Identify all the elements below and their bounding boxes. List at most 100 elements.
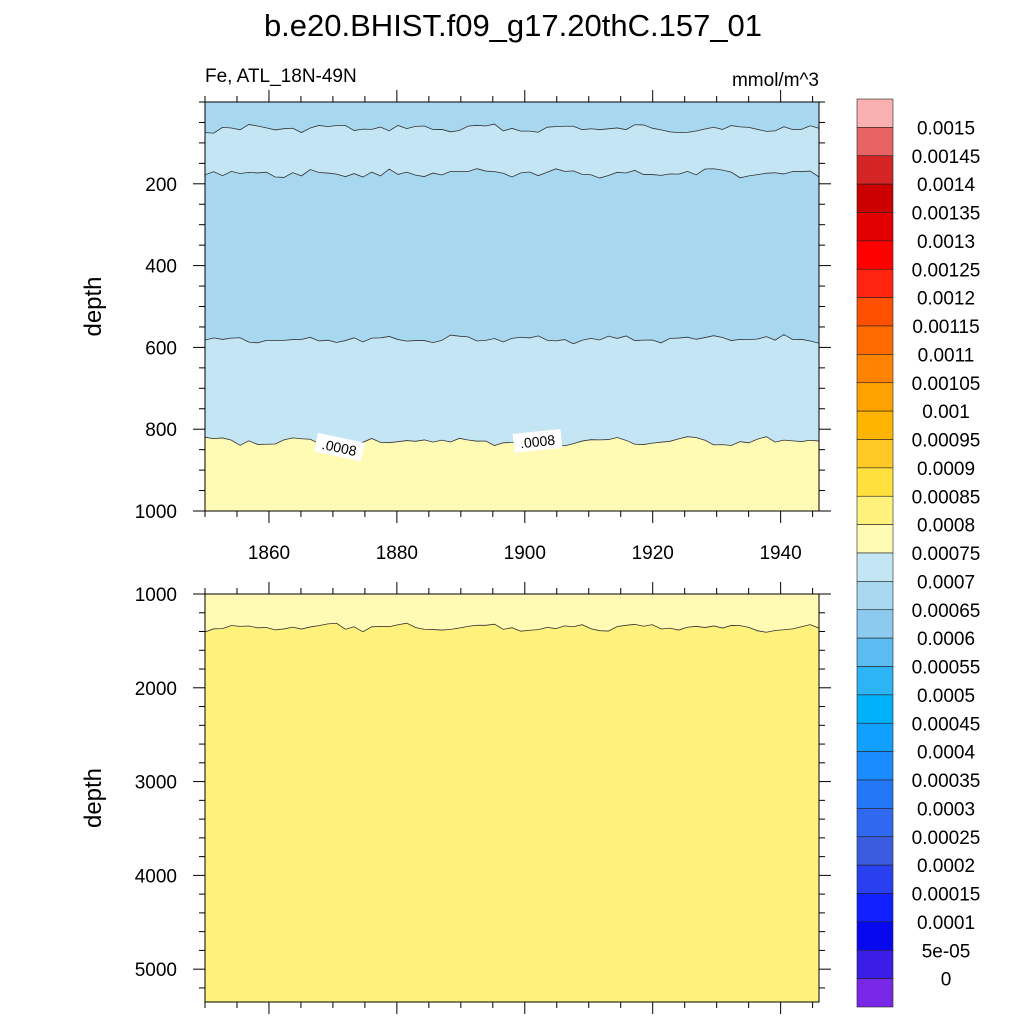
colorbar-swatch: [856, 410, 894, 440]
colorbar-label: 0.0002: [917, 856, 975, 877]
colorbar-label: 0.0001: [917, 913, 975, 934]
colorbar-swatch: [856, 297, 894, 327]
y-tick-label: 4000: [135, 866, 177, 887]
contour-line: [205, 168, 819, 179]
colorbar-label: 0.00055: [912, 658, 981, 679]
colorbar-swatch: [856, 183, 894, 213]
y-axis-label: depth: [80, 276, 107, 336]
band-0.0008: [205, 436, 819, 511]
contour-label: .0008: [512, 429, 563, 453]
colorbar-swatch: [856, 524, 894, 554]
colorbar-swatch: [856, 694, 894, 724]
x-tick-label: 1880: [376, 543, 418, 564]
colorbar-label: 0.00125: [912, 260, 981, 281]
colorbar-swatch: [856, 893, 894, 923]
colorbar-swatch: [856, 637, 894, 667]
contour-line: [205, 622, 819, 633]
svg-text:.0008: .0008: [321, 436, 359, 459]
svg-text:.0008: .0008: [519, 432, 556, 452]
colorbar-swatch: [856, 212, 894, 242]
colorbar: 0.0015 0.00145 0.0014 0.00135 0.0013 0.00125 0…: [856, 98, 981, 1008]
colorbar-label: 0.00065: [912, 601, 981, 622]
colorbar-label: 0.0005: [917, 686, 975, 707]
colorbar-swatch: [856, 325, 894, 355]
colorbar-swatch: [856, 240, 894, 270]
y-tick-label: 5000: [135, 960, 177, 981]
colorbar-swatch: [856, 495, 894, 525]
colorbar-label: 0.0011: [918, 345, 975, 366]
y-tick-label: 600: [145, 338, 177, 359]
lower-depth-panel: 1000 2000 3000 4000 5000 depth: [80, 582, 831, 1014]
colorbar-swatch: [856, 921, 894, 951]
band-0.00085: [205, 623, 819, 1002]
colorbar-swatch: [856, 467, 894, 497]
colorbar-label: 0.0009: [917, 459, 975, 480]
upper-depth-panel: .0008 .0008 1860 1880 1900 1920 1940 200 400 600 8…: [80, 90, 831, 564]
x-tick-label: 1860: [248, 543, 290, 564]
contour-line: [205, 123, 819, 134]
colorbar-label: 0.00115: [912, 317, 979, 338]
contour-line: [205, 436, 819, 447]
colorbar-label: 0: [941, 970, 952, 991]
colorbar-label: 5e-05: [922, 941, 971, 962]
colorbar-label: 0.0003: [917, 799, 975, 820]
colorbar-label: 0.00095: [912, 431, 981, 452]
y-tick-label: 400: [145, 257, 177, 278]
y-tick-label: 1000: [135, 502, 177, 523]
contour-line: [205, 334, 819, 345]
y-axis-label: depth: [80, 768, 107, 828]
colorbar-label: 0.0007: [917, 572, 975, 593]
y-tick-label: 2000: [135, 679, 177, 700]
colorbar-label: 0.0012: [917, 289, 975, 310]
colorbar-label: 0.00135: [912, 204, 981, 225]
colorbar-swatch: [856, 268, 894, 298]
colorbar-label: 0.0008: [917, 516, 975, 537]
colorbar-label: 0.0014: [917, 175, 976, 196]
colorbar-swatch: [856, 751, 894, 781]
colorbar-label: 0.00025: [912, 828, 981, 849]
colorbar-swatch: [856, 779, 894, 809]
colorbar-label: 0.00075: [912, 544, 981, 565]
colorbar-label: 0.0004: [917, 743, 976, 764]
colorbar-label: 0.00085: [912, 487, 981, 508]
colorbar-label: 0.001: [922, 402, 970, 423]
colorbar-swatch: [856, 808, 894, 838]
colorbar-swatch: [856, 978, 894, 1008]
colorbar-swatch: [856, 581, 894, 611]
colorbar-swatch: [856, 864, 894, 894]
colorbar-swatch: [856, 127, 894, 157]
colorbar-swatch: [856, 609, 894, 639]
x-tick-label: 1920: [632, 543, 674, 564]
field: [205, 594, 819, 1002]
colorbar-swatch: [856, 836, 894, 866]
y-tick-label: 1000: [135, 585, 177, 606]
colorbar-label: 0.00015: [912, 885, 981, 906]
colorbar-label: 0.0015: [917, 118, 975, 139]
plot-frame: [204, 593, 820, 1003]
colorbar-swatch: [856, 354, 894, 384]
colorbar-swatch: [856, 382, 894, 412]
colorbar-label: 0.0013: [917, 232, 975, 253]
units-subtitle: mmol/m^3: [732, 70, 819, 91]
x-tick-label: 1900: [504, 543, 546, 564]
variable-subtitle: Fe, ATL_18N-49N: [205, 66, 357, 87]
colorbar-label: 0.0006: [917, 629, 975, 650]
colorbar-swatch: [856, 552, 894, 582]
colorbar-label: 0.00145: [912, 147, 981, 168]
y-tick-label: 3000: [135, 773, 177, 794]
colorbar-label: 0.00035: [912, 771, 981, 792]
contour-label: .0008: [313, 432, 365, 462]
colorbar-swatch: [856, 949, 894, 979]
colorbar-label: 0.00045: [912, 714, 981, 735]
colorbar-swatch: [856, 155, 894, 185]
colorbar-label: 0.00105: [912, 374, 981, 395]
colorbar-swatch: [856, 439, 894, 469]
colorbar-swatch: [856, 722, 894, 752]
y-tick-label: 200: [145, 175, 177, 196]
colorbar-swatch: [856, 666, 894, 696]
colorbar-swatch: [856, 98, 894, 128]
field: [205, 102, 819, 511]
chart-title: b.e20.BHIST.f09_g17.20thC.157_01: [264, 8, 762, 43]
y-tick-label: 800: [145, 420, 177, 441]
